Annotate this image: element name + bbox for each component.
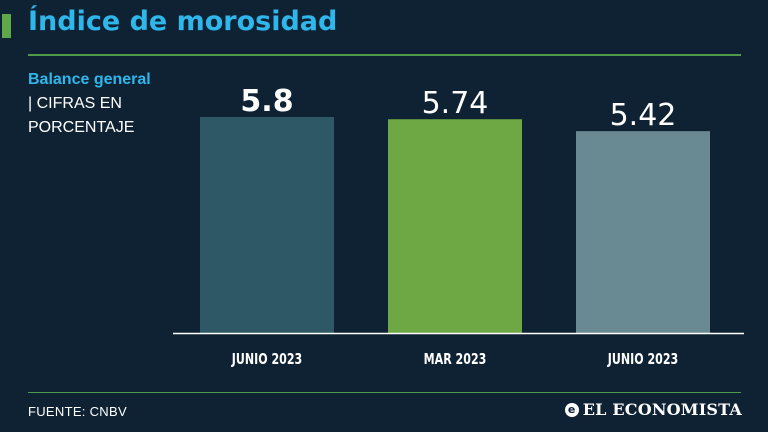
category-label-2: MAR 2023 (424, 351, 487, 368)
bar-1 (200, 117, 334, 333)
brand-logo: e EL ECONOMISTA (564, 400, 742, 419)
brand-e-icon: e (564, 402, 579, 417)
bar-2 (388, 119, 522, 333)
page-title: Índice de morosidad (28, 6, 338, 37)
category-label-1: JUNIO 2023 (231, 351, 302, 368)
subtitle-light: CIFRAS EN PORCENTAJE (28, 95, 135, 136)
bar-value-label-2: 5.74 (422, 86, 489, 121)
subtitle-bold: Balance general (28, 71, 151, 88)
bar-value-label-1: 5.8 (240, 84, 293, 119)
subtitle-separator: | (28, 95, 33, 112)
bar-3 (576, 131, 710, 333)
bar-value-label-3: 5.42 (610, 98, 677, 133)
footer-divider (28, 392, 741, 393)
source-note: FUENTE: CNBV (28, 404, 127, 419)
category-label-3: JUNIO 2023 (607, 351, 678, 368)
chart-subtitle: Balance general | CIFRAS EN PORCENTAJE (28, 68, 158, 140)
title-accent-bar (2, 14, 11, 38)
brand-name: EL ECONOMISTA (582, 400, 742, 419)
header-divider (28, 54, 741, 56)
